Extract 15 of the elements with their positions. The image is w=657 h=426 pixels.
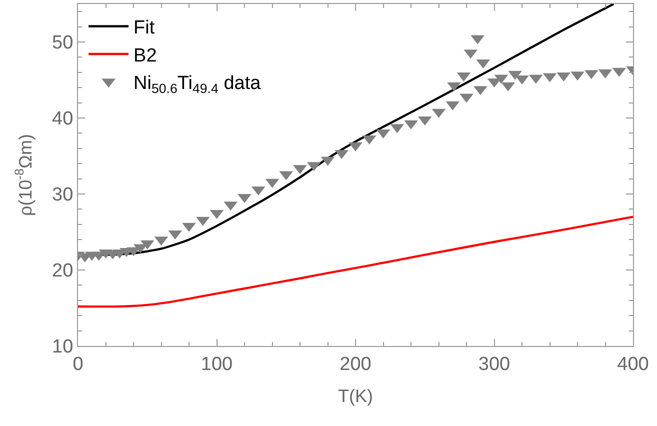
y-tick-label: 20: [52, 260, 74, 282]
x-tick-label: 400: [617, 354, 649, 375]
x-axis-title: T(K): [338, 386, 373, 406]
x-tick-label: 100: [200, 354, 233, 375]
y-tick-label: 40: [52, 108, 74, 130]
y-tick-label: 10: [52, 336, 74, 358]
legend-label: Ni$_{50.6}$Ti$_{49.4}$ data: [134, 73, 262, 96]
x-tick-label: 0: [72, 354, 84, 375]
x-tick-label: 300: [478, 354, 510, 375]
legend-label: B2: [134, 45, 157, 66]
y-tick-label: 30: [52, 184, 74, 206]
x-tick-label: 200: [340, 354, 372, 375]
line-series: [78, 216, 633, 308]
y-tick-label: 50: [52, 32, 74, 54]
legend-label: Fit: [134, 18, 156, 39]
